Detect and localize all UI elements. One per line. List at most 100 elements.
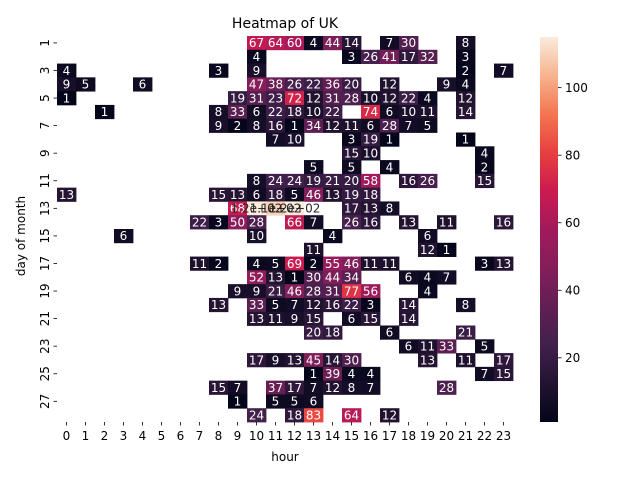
heatmap-cell: [57, 91, 77, 106]
x-tick-label: 13: [306, 429, 321, 443]
cell-value-label: 7: [310, 381, 318, 395]
heatmap-cell: [323, 297, 343, 313]
cell-value-label: 67: [249, 36, 264, 50]
cell-value-label: 8: [253, 119, 261, 133]
cell-value-label: 14: [458, 105, 473, 119]
heatmap-cell: [399, 311, 419, 326]
heatmap-cell: [304, 77, 324, 92]
cell-value-label: 10: [249, 229, 264, 243]
heatmap-cell: [418, 284, 438, 299]
heatmap-cell: [247, 353, 267, 368]
y-tick-label: 13: [38, 201, 52, 216]
chart-title: Heatmap of UK: [232, 16, 339, 32]
cell-value-label: 39: [325, 367, 340, 381]
cell-value-label: 5: [481, 339, 489, 353]
cell-value-label: 33: [249, 298, 264, 312]
cell-value-label: 5: [310, 160, 318, 174]
heatmap-cell: [342, 160, 362, 175]
heatmap-cell: [380, 256, 400, 271]
heatmap-cell: [361, 49, 381, 64]
heatmap-cell: [418, 229, 438, 244]
heatmap-cell: [285, 77, 305, 92]
cell-value-label: 3: [481, 257, 489, 271]
heatmap-cell: [266, 353, 286, 368]
colorbar-tick-label: 60: [565, 216, 580, 230]
y-tick-label: 19: [38, 283, 52, 298]
cell-value-label: 6: [405, 339, 413, 353]
colorbar-axis: 20 40 60 80 100: [558, 81, 588, 365]
cell-value-label: 46: [344, 257, 359, 271]
heatmap-cell: [247, 256, 267, 271]
cell-value-label: 1: [234, 395, 242, 409]
cell-value-label: 31: [325, 91, 340, 105]
cell-value-label: 16: [268, 119, 283, 133]
cell-value-label: 64: [344, 408, 359, 422]
heatmap-cell: [342, 118, 362, 133]
heatmap-cell: [361, 118, 381, 133]
heatmap-cell: [266, 132, 286, 147]
cell-value-label: 30: [306, 271, 321, 285]
heatmap-cell: [285, 173, 305, 189]
y-tick-label: 25: [38, 366, 52, 381]
cell-value-label: 37: [268, 381, 283, 395]
heatmap-cell: [285, 394, 305, 409]
heatmap-cell: [399, 104, 419, 120]
cell-value-label: 5: [424, 119, 432, 133]
heatmap-cell: [304, 104, 324, 120]
cell-value-label: 6: [253, 188, 261, 202]
heatmap-cell: [342, 297, 362, 313]
cell-value-label: 46: [287, 284, 302, 298]
heatmap-cell: [304, 408, 324, 423]
heatmap-cell: [437, 270, 457, 285]
cell-value-label: 26: [363, 50, 378, 64]
cell-value-label: 34: [344, 271, 359, 285]
heatmap-cell: [304, 36, 324, 51]
colorbar: [540, 37, 558, 422]
cell-value-label: 3: [348, 133, 356, 147]
cell-value-label: 6: [139, 78, 147, 92]
x-tick-label: 19: [420, 429, 435, 443]
cell-value-label: 17: [344, 202, 359, 216]
heatmap-cell: [95, 104, 115, 120]
heatmap-cell: [228, 201, 248, 216]
heatmap-cell: [494, 256, 514, 271]
heatmap-cell: [57, 63, 77, 78]
heatmap-cell: [304, 353, 324, 368]
heatmap-cell: [342, 366, 362, 382]
cell-value-label: 56: [363, 284, 378, 298]
cell-value-label: 83: [306, 408, 321, 422]
cell-value-label: 47: [249, 78, 264, 92]
cell-value-label: 55: [325, 257, 340, 271]
heatmap-cell: [456, 297, 476, 313]
heatmap-cell: [266, 36, 286, 51]
x-tick-label: 3: [120, 429, 128, 443]
heatmap-cell: [399, 173, 419, 189]
heatmap-cell: [342, 284, 362, 299]
heatmap-cell: [380, 104, 400, 120]
heatmap-cell: [247, 187, 267, 202]
cell-value-label: 14: [401, 312, 416, 326]
cell-value-label: 8: [462, 298, 470, 312]
cell-value-label: 7: [481, 367, 489, 381]
y-tick-label: 11: [38, 173, 52, 188]
heatmap-cell-labels: 67 64 60 4 44 14 7 30 84 3 26 41 17 32 34 3 9 2 79 5 6 47 38 26…: [59, 36, 511, 422]
heatmap-cell: [456, 49, 476, 64]
cell-value-label: 28: [306, 284, 321, 298]
heatmap-cell: [209, 256, 229, 271]
cell-value-label: 5: [82, 78, 90, 92]
cell-value-label: 24: [268, 174, 283, 188]
cell-value-label: 4: [424, 284, 432, 298]
heatmap-cell: [342, 187, 362, 202]
heatmap-cell: [209, 104, 229, 120]
heatmap-cell: [209, 63, 229, 78]
heatmap-cell: [285, 118, 305, 133]
x-axis-title: hour: [271, 450, 299, 464]
heatmap-cell: [228, 215, 248, 230]
y-tick-label: 21: [38, 311, 52, 326]
cell-value-label: 18: [268, 188, 283, 202]
x-tick-label: 0: [63, 429, 71, 443]
heatmap-cell: [266, 104, 286, 120]
heatmap-cell: [475, 256, 495, 271]
cell-value-label: 31: [325, 284, 340, 298]
cell-value-label: 4: [348, 367, 356, 381]
